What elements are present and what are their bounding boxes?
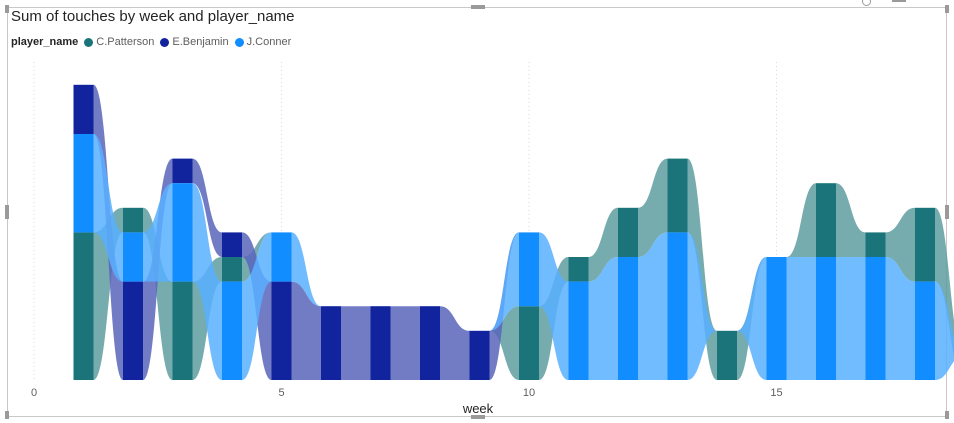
bar-j-conner-week-1 xyxy=(73,134,94,233)
bar-j-conner-week-12 xyxy=(618,257,638,380)
ribbon-e-benjamin-week-5-6 xyxy=(291,281,321,380)
resize-handle-top-left[interactable] xyxy=(5,5,9,13)
chart-title: Sum of touches by week and player_name xyxy=(11,8,295,25)
bar-c-patterson-week-12 xyxy=(618,207,638,257)
ribbon-e-benjamin-week-3-4 xyxy=(192,158,222,257)
bar-j-conner-week-18 xyxy=(915,281,935,380)
ribbon-j-conner-week-10-11 xyxy=(539,232,569,380)
bar-j-conner-week-2 xyxy=(123,232,143,282)
bar-e-benjamin-week-1 xyxy=(73,84,94,134)
bar-j-conner-week-10 xyxy=(519,232,539,307)
legend-swatch-c-patterson xyxy=(84,37,94,47)
bar-c-patterson-week-1 xyxy=(73,232,94,380)
ribbon-c-patterson-week-16-17 xyxy=(836,183,866,257)
bar-j-conner-week-4 xyxy=(222,281,242,380)
ribbon-j-conner-week-1-2 xyxy=(93,134,123,282)
bar-e-benjamin-week-4 xyxy=(222,232,242,257)
x-tick-label: 10 xyxy=(523,387,535,399)
legend-item-e-benjamin[interactable]: E.Benjamin xyxy=(160,36,229,48)
ribbon-c-patterson-week-2-3 xyxy=(143,207,173,380)
bar-c-patterson-week-13 xyxy=(667,158,688,233)
bar-c-patterson-week-2 xyxy=(123,207,143,233)
ribbon-j-conner-week-12-13 xyxy=(638,232,668,380)
bar-c-patterson-week-14 xyxy=(717,330,737,380)
resize-handle-bottom[interactable] xyxy=(471,415,485,419)
legend-label-e-benjamin: E.Benjamin xyxy=(172,36,229,48)
bar-e-benjamin-week-9 xyxy=(469,330,490,380)
ribbon-e-benjamin-week-6-7 xyxy=(341,306,371,380)
ribbon-j-conner-week-17-18 xyxy=(885,257,915,380)
resize-handle-left[interactable] xyxy=(5,205,9,219)
focus-mode-icon[interactable] xyxy=(892,0,906,2)
resize-handle-top[interactable] xyxy=(471,5,485,9)
x-tick-label: 15 xyxy=(770,387,782,399)
bar-e-benjamin-week-3 xyxy=(172,158,193,184)
x-tick-label: 0 xyxy=(31,387,37,399)
x-axis-ticks: 0 5 10 15 xyxy=(31,387,783,399)
legend-title: player_name xyxy=(11,36,79,48)
ribbon-j-conner-week-11-12 xyxy=(588,257,618,380)
legend-label-j-conner: J.Conner xyxy=(246,36,292,48)
bar-j-conner-week-5 xyxy=(271,232,292,282)
bar-c-patterson-week-11 xyxy=(568,257,589,282)
bar-e-benjamin-week-8 xyxy=(420,306,440,380)
bar-j-conner-week-17 xyxy=(865,257,886,380)
ribbon-e-benjamin-week-8-9 xyxy=(440,306,470,380)
x-axis-label: week xyxy=(462,401,494,416)
ribbon-c-patterson-week-17-18 xyxy=(885,207,915,282)
ribbon-c-patterson-week-15-16 xyxy=(786,183,816,257)
resize-handle-bottom-right[interactable] xyxy=(945,411,949,419)
ribbon-j-conner-week-13-14 xyxy=(687,232,717,380)
bar-e-benjamin-week-5 xyxy=(271,281,292,380)
x-tick-label: 5 xyxy=(278,387,284,399)
legend-swatch-j-conner xyxy=(234,37,244,47)
ribbon-e-benjamin-week-7-8 xyxy=(390,306,420,380)
bar-j-conner-week-11 xyxy=(568,281,589,380)
ribbon-j-conner-week-2-3 xyxy=(143,183,173,282)
ribbon-j-conner-week-4-5 xyxy=(242,232,272,380)
resize-handle-top-right[interactable] xyxy=(945,5,949,13)
ribbon-c-patterson-week-11-12 xyxy=(588,207,618,282)
bar-e-benjamin-week-2 xyxy=(123,281,143,380)
bar-c-patterson-week-3 xyxy=(172,281,193,380)
bar-j-conner-week-16 xyxy=(816,257,836,380)
bar-e-benjamin-week-7 xyxy=(370,306,391,380)
legend-item-c-patterson[interactable]: C.Patterson xyxy=(84,36,154,48)
legend-label-c-patterson: C.Patterson xyxy=(96,36,155,48)
ribbon-c-patterson-week-1-2 xyxy=(93,207,123,380)
ribbon-c-patterson-week-12-13 xyxy=(638,158,668,257)
bar-j-conner-week-13 xyxy=(667,232,688,380)
bar-c-patterson-week-18 xyxy=(915,207,935,282)
ribbon-j-conner-week-14-15 xyxy=(737,257,767,380)
ribbon-j-conner-week-3-4 xyxy=(192,183,222,380)
bar-c-patterson-week-17 xyxy=(865,232,886,257)
header-icons xyxy=(860,0,920,6)
bar-e-benjamin-week-6 xyxy=(321,306,341,380)
bar-j-conner-week-15 xyxy=(766,257,787,380)
gridlines xyxy=(33,62,777,380)
ribbon-j-conner-week-15-16 xyxy=(786,257,816,380)
resize-handle-bottom-left[interactable] xyxy=(5,411,9,419)
bars xyxy=(73,84,935,380)
filter-icon[interactable] xyxy=(862,0,871,6)
resize-handle-right[interactable] xyxy=(945,205,949,219)
ribbon-j-conner-week-18-19 xyxy=(935,281,954,380)
ribbon-j-conner-week-5-6 xyxy=(291,232,321,307)
legend: player_name C.Patterson E.Benjamin J.Con… xyxy=(11,36,297,48)
bar-c-patterson-week-16 xyxy=(816,183,836,257)
ribbon-j-conner-week-16-17 xyxy=(836,257,866,380)
legend-item-j-conner[interactable]: J.Conner xyxy=(234,36,292,48)
ribbon-c-patterson-week-9-10 xyxy=(489,306,519,380)
legend-swatch-e-benjamin xyxy=(160,37,170,47)
bar-c-patterson-week-10 xyxy=(519,306,539,380)
ribbon-j-conner-week-9-10 xyxy=(489,232,519,331)
ribbons xyxy=(93,84,954,381)
bar-c-patterson-week-4 xyxy=(222,257,242,282)
bar-j-conner-week-3 xyxy=(172,183,193,282)
